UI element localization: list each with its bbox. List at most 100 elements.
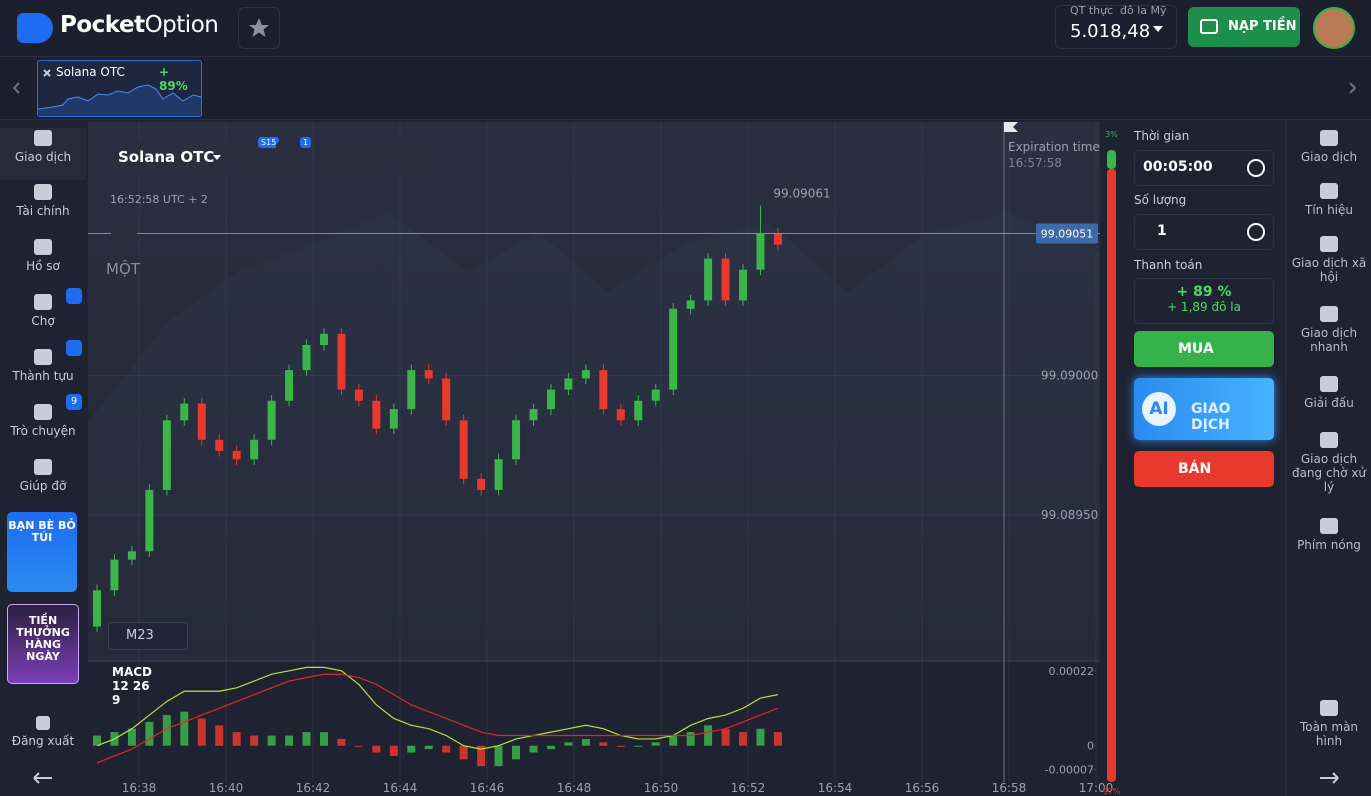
nav-icon (1320, 183, 1338, 199)
nav-trade[interactable]: Giao dịch (0, 128, 86, 180)
layout-button[interactable] (398, 141, 430, 173)
time-field[interactable]: 00:05:00 (1134, 150, 1274, 186)
macd-bar (477, 745, 486, 767)
payout-amount: + 1,89 đô la (1167, 300, 1241, 314)
nav-finance[interactable]: Tài chính (0, 184, 86, 218)
right-nav: Giao dịch Tín hiệu Giao dịch xã hội Giao… (1285, 120, 1371, 796)
expand-arrow[interactable] (1318, 772, 1340, 784)
macd-bar (180, 711, 189, 746)
rnav-label: Giải đấu (1304, 396, 1354, 410)
macd-bar (93, 735, 101, 746)
macd-bar (442, 745, 451, 753)
time-label: Thời gian (1134, 129, 1190, 143)
caret (1153, 26, 1163, 32)
deposit-button[interactable]: NẠP TIỀN (1188, 7, 1300, 47)
rnav-social[interactable]: Giao dịch xã hội (1286, 236, 1371, 284)
candle-body (319, 333, 328, 346)
price-tick-label: 99.09000 (1041, 369, 1098, 383)
nav-logout[interactable]: Đăng xuất (0, 716, 86, 748)
candle-body (285, 370, 294, 401)
macd-bar (546, 745, 555, 750)
rnav-express[interactable]: Giao dịch nhanh (1286, 306, 1371, 354)
mountain-backdrop (88, 212, 1100, 662)
ai-badge: AI (1142, 392, 1176, 426)
tab-close[interactable] (42, 68, 52, 78)
macd-bar (127, 728, 136, 746)
rnav-label: Giao dịch nhanh (1300, 326, 1358, 354)
macd-tick-label: -0.00007 (1045, 764, 1094, 777)
tab-sparkline (38, 84, 201, 116)
rnav-signals[interactable]: Tín hiệu (1286, 183, 1371, 217)
rnav-tournaments[interactable]: Giải đấu (1286, 376, 1371, 410)
avatar[interactable] (1313, 7, 1355, 49)
favorite-button[interactable] (238, 7, 280, 49)
nav-icon (1320, 130, 1338, 146)
rnav-trades[interactable]: Giao dịch (1286, 130, 1371, 164)
asset-tab[interactable]: Solana OTC + 89% (37, 60, 202, 117)
macd-bar (634, 745, 643, 747)
rnav-fullscreen[interactable]: Toàn màn hình (1286, 700, 1371, 748)
time-label: 16:44 (383, 781, 418, 795)
time-label: 17:00 (1079, 781, 1114, 795)
promo-friends[interactable]: BẠN BÈ BỎ TÚI (7, 512, 77, 592)
collapse-arrow[interactable] (32, 772, 54, 784)
left-nav: Giao dịch Tài chính Hồ sơ Chợ Thành tựu … (0, 120, 86, 796)
nav-icon (34, 294, 52, 310)
sentiment-up-label: 3% (1105, 130, 1118, 139)
macd-bar (773, 732, 782, 746)
nav-chat[interactable]: Trò chuyện (0, 404, 86, 438)
period-button[interactable]: M23 (108, 622, 188, 650)
logo-right: Option (144, 12, 219, 38)
macd-tick-label: 0.00022 (1049, 665, 1095, 678)
nav-label: Giao dịch (14, 150, 72, 164)
caret (213, 155, 221, 160)
time-label: 16:40 (209, 781, 244, 795)
time-label: 16:46 (470, 781, 505, 795)
nav-achievements[interactable]: Thành tựu (0, 349, 86, 383)
high-marker-label: 99.09061 (773, 187, 830, 201)
time-value: 00:05:00 (1143, 159, 1213, 175)
candle-body (424, 370, 433, 379)
candle-body (145, 489, 154, 552)
signal-button[interactable] (111, 219, 137, 245)
rnav-pending[interactable]: Giao dịch đang chờ xử lý (1286, 432, 1371, 494)
indicator-badge: 1 (300, 137, 312, 148)
asset-tabs: Solana OTC + 89% (0, 57, 1371, 120)
nav-help[interactable]: Giúp đỡ (0, 459, 86, 493)
rnav-label: Giao dịch (1300, 150, 1358, 164)
nav-profile[interactable]: Hồ sơ (0, 239, 86, 273)
nav-icon (34, 130, 52, 146)
nav-market[interactable]: Chợ (0, 294, 86, 328)
chart-type-button[interactable]: S15 (236, 137, 280, 173)
current-price-box (1036, 223, 1098, 244)
candle-body (564, 378, 573, 390)
macd-bar (704, 725, 713, 746)
drawing-button[interactable] (316, 141, 348, 173)
candle-body (721, 258, 730, 301)
rnav-hotkeys[interactable]: Phím nóng (1286, 518, 1371, 552)
more-button[interactable] (358, 141, 390, 173)
macd-line (96, 666, 779, 750)
macd-bar (424, 745, 433, 750)
sell-button[interactable]: BÁN (1134, 451, 1274, 487)
ai-trade-button[interactable]: AI GIAO DỊCH (1134, 378, 1274, 440)
candle-body (546, 389, 555, 410)
amount-field[interactable]: 1 (1134, 214, 1274, 250)
asset-selector[interactable]: Solana OTC (108, 141, 228, 173)
candle-body (634, 400, 643, 421)
balance-box[interactable]: QT thực đô la Mỹ 5.018,48 (1055, 4, 1177, 49)
sentiment-up (1107, 150, 1116, 169)
candle-body (686, 300, 695, 309)
rnav-label: Giao dịch xã hội (1291, 256, 1367, 284)
nav-icon (34, 184, 52, 200)
indicators-button[interactable]: 1 (276, 137, 312, 173)
macd-background (88, 662, 1100, 796)
tabs-prev[interactable] (10, 81, 24, 95)
promo-bonus[interactable]: TIỀN THƯỞNG HÀNG NGÀY (7, 604, 79, 684)
tabs-next[interactable] (1345, 81, 1359, 95)
macd-bar (651, 742, 660, 746)
buy-button[interactable]: MUA (1134, 331, 1274, 367)
star-icon (249, 18, 269, 37)
candle-body (494, 459, 503, 490)
